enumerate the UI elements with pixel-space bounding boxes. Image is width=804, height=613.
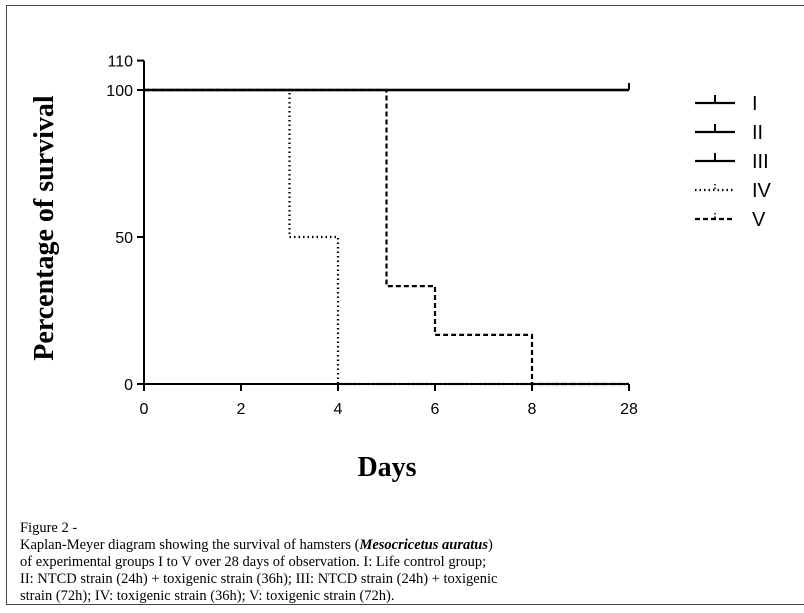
y-tick-label: 50 xyxy=(115,230,133,247)
caption-line-4: strain (72h); IV: toxigenic strain (36h)… xyxy=(20,588,395,604)
x-tick-label: 2 xyxy=(237,401,246,418)
legend-label-V: V xyxy=(752,209,766,231)
y-tick-label: 0 xyxy=(124,377,133,394)
x-tick-label: 6 xyxy=(431,401,440,418)
series-line-V xyxy=(144,88,629,386)
caption-lead: Figure 2 - xyxy=(20,520,78,536)
survival-chart: Percentage of survival Days 0 50 100 110 0 2… xyxy=(29,54,772,483)
legend-label-I: I xyxy=(752,93,758,115)
figure-frame xyxy=(6,5,804,605)
y-tick-label: 100 xyxy=(106,83,133,100)
legend-label-III: III xyxy=(752,151,769,173)
x-tick-label: 8 xyxy=(528,401,537,418)
caption-line-3: II: NTCD strain (24h) + toxigenic strain… xyxy=(20,571,498,587)
caption-body: Kaplan-Meyer diagram showing the surviva… xyxy=(20,537,710,605)
caption-line-2: of experimental groups I to V over 28 da… xyxy=(20,554,487,570)
x-tick-label: 0 xyxy=(140,401,149,418)
x-tick-label: 4 xyxy=(334,401,343,418)
legend-label-IV: IV xyxy=(752,180,772,202)
caption-species: Mesocricetus auratus xyxy=(359,537,488,553)
x-tick-label: 28 xyxy=(620,401,638,418)
y-axis-label: Percentage of survival xyxy=(29,95,60,361)
x-axis-label: Days xyxy=(357,452,416,483)
legend-label-II: II xyxy=(752,122,763,144)
y-tick-label: 110 xyxy=(107,54,133,71)
series-line-IV xyxy=(144,88,629,386)
figure-caption: Figure 2 - Kaplan-Meyer diagram showing … xyxy=(20,520,804,605)
caption-line-1: Kaplan-Meyer diagram showing the surviva… xyxy=(20,537,493,553)
